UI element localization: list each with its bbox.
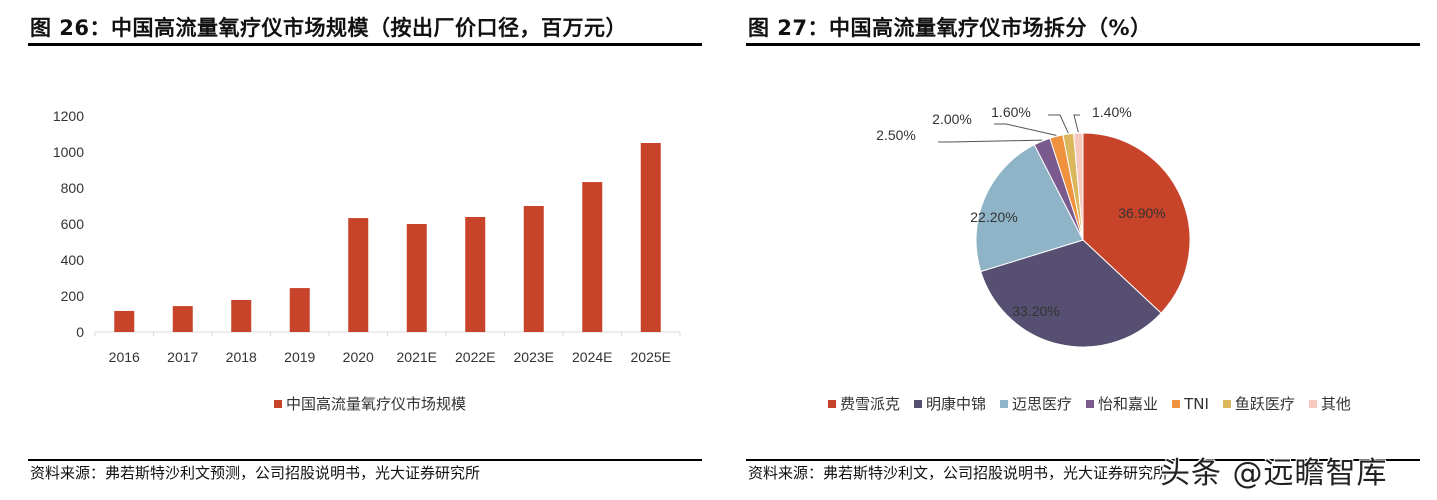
x-tick-label: 2019 [284, 349, 315, 365]
title-rule [746, 43, 1420, 46]
bar [172, 306, 193, 332]
legend-label: 中国高流量氧疗仪市场规模 [286, 395, 467, 413]
bar-chart: 0 200 400 600 800 1000 1200 2016 2017 2018 2019 202… [53, 108, 681, 365]
x-tick-label: 2021E [397, 349, 437, 365]
legend-swatch [1172, 399, 1181, 408]
slice-label: 22.20% [970, 209, 1017, 225]
legend-label: 鱼跃医疗 [1234, 395, 1295, 413]
legend-item: 鱼跃医疗 [1222, 393, 1295, 414]
legend-item: 怡和嘉业 [1086, 393, 1158, 414]
title-rule [28, 43, 702, 46]
slice-label: 2.50% [876, 127, 916, 143]
pie-slice [1073, 132, 1084, 241]
legend-item: 其他 [1308, 393, 1351, 414]
figure-title: 图 27：中国高流量氧疗仪市场拆分（%） [748, 16, 1152, 40]
legend-swatch [1086, 399, 1095, 408]
y-tick-label: 600 [61, 216, 85, 232]
legend-item: 明康中锦 [914, 393, 986, 414]
x-tick-label: 2022E [455, 349, 495, 365]
bar [582, 182, 603, 332]
legend-swatch [1000, 399, 1009, 408]
legend-label: 怡和嘉业 [1098, 395, 1159, 413]
y-tick-label: 1000 [53, 144, 84, 160]
slice-label: 1.60% [991, 104, 1031, 120]
legend-swatch [828, 399, 836, 408]
legend-label: 明康中锦 [926, 395, 987, 413]
bar [289, 288, 310, 332]
source-note: 资料来源：弗若斯特沙利文预测，公司招股说明书，光大证券研究所 [30, 464, 481, 482]
leader-line [1073, 114, 1080, 133]
pie-chart: 36.90% 33.20% 22.20% 2.50% 2.00% 1.60% 1.40% [876, 104, 1191, 348]
y-tick-label: 800 [61, 180, 85, 196]
slice-label: 2.00% [932, 111, 972, 127]
leader-line [994, 123, 1057, 136]
legend-label: TNI [1184, 394, 1209, 413]
x-tick-label: 2025E [631, 349, 671, 365]
source-note: 资料来源：弗若斯特沙利文，公司招股说明书，光大证券研究所 [748, 464, 1169, 482]
bar [640, 143, 661, 332]
legend-label: 其他 [1320, 395, 1351, 413]
legend-label: 迈思医疗 [1012, 395, 1073, 413]
x-tick-label: 2020 [343, 349, 374, 365]
leader-line [1048, 114, 1069, 134]
x-tick-label: 2016 [109, 349, 140, 365]
figure-title: 图 26：中国高流量氧疗仪市场规模（按出厂价口径，百万元） [30, 16, 628, 40]
bar [523, 206, 544, 332]
legend-item: 迈思医疗 [1000, 393, 1072, 414]
bar [231, 299, 252, 332]
figure-26-panel: 图 26：中国高流量氧疗仪市场规模（按出厂价口径，百万元） 0 200 400 600… [28, 0, 702, 500]
bar-legend: 中国高流量氧疗仪市场规模 [274, 393, 480, 414]
bar [114, 310, 135, 332]
pie-slice [975, 144, 1084, 273]
slice-label: 1.40% [1092, 104, 1132, 120]
x-tick-label: 2023E [514, 349, 554, 365]
y-tick-label: 1200 [53, 108, 84, 124]
x-tick-label: 2017 [167, 349, 198, 365]
legend-item: 费雪派克 [828, 393, 900, 414]
slice-label: 33.20% [1012, 303, 1059, 319]
legend-swatch [1222, 399, 1231, 408]
legend-item: TNI [1172, 395, 1209, 413]
x-tick-label: 2024E [572, 349, 612, 365]
legend-swatch [914, 399, 923, 408]
source-rule [746, 459, 1420, 461]
source-rule [28, 459, 702, 461]
legend-swatch [274, 399, 282, 408]
slice-label: 36.90% [1118, 205, 1165, 221]
bar [348, 218, 369, 332]
legend-label: 费雪派克 [840, 395, 901, 413]
leader-line [938, 139, 1042, 143]
y-tick-label: 0 [76, 324, 84, 340]
pie-legend: 费雪派克 明康中锦 迈思医疗 怡和嘉业 TNI 鱼跃医疗 其他 [828, 393, 1365, 414]
figure-27-panel: 图 27：中国高流量氧疗仪市场拆分（%） 36.90% 33.20% 22.20% 2… [746, 0, 1420, 500]
y-tick-label: 200 [61, 288, 85, 304]
bar [465, 216, 486, 332]
pie-slice [1082, 132, 1191, 314]
y-tick-label: 400 [61, 252, 85, 268]
pie-slice [980, 239, 1162, 348]
bar [406, 224, 427, 332]
legend-item: 中国高流量氧疗仪市场规模 [274, 393, 466, 414]
watermark: 头条 @远瞻智库 [1160, 456, 1388, 491]
legend-swatch [1308, 399, 1317, 408]
x-tick-label: 2018 [226, 349, 257, 365]
